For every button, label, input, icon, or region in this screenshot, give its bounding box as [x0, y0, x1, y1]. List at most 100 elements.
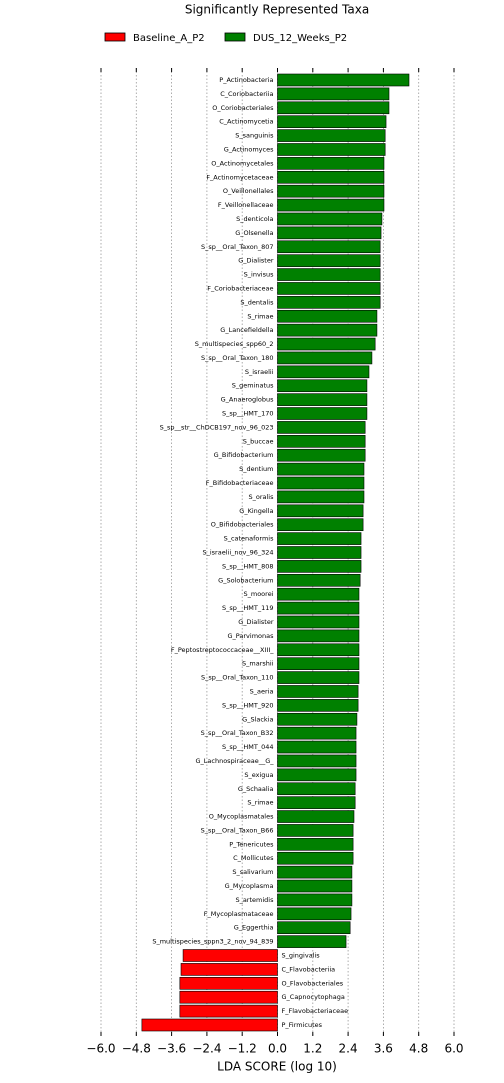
category-label: G_Lancefieldella	[220, 326, 273, 334]
bar	[277, 170, 385, 184]
category-label: C_Flavobacteriia	[282, 965, 336, 973]
category-label: G_Parvimonas	[227, 632, 274, 640]
category-label: S_sp__HMT_044	[222, 743, 274, 751]
x-tick-label: −3.6	[157, 1042, 186, 1056]
category-label: G_Bifidobacterium	[214, 451, 274, 459]
category-label: S_buccae	[243, 437, 274, 445]
category-label: S_rimae	[247, 312, 273, 320]
bar	[277, 309, 378, 323]
bar	[277, 462, 365, 476]
category-label: C_Mollicutes	[233, 854, 274, 862]
bar	[277, 282, 381, 295]
category-label: P_Actinobacteria	[219, 76, 273, 84]
bar	[277, 560, 362, 573]
category-label: G_Dialister	[238, 257, 274, 265]
bar	[277, 476, 365, 490]
x-tick-label: 6.0	[444, 1042, 463, 1056]
bar	[277, 337, 376, 351]
bar	[277, 810, 355, 823]
legend-label: DUS_12_Weeks_P2	[253, 33, 347, 44]
category-label: S_salivarium	[232, 868, 273, 876]
x-tick-label: −6.0	[86, 1042, 115, 1056]
category-label: S_geminatus	[232, 382, 274, 390]
bar	[277, 379, 368, 393]
bar	[277, 754, 357, 768]
category-label: G_Solobacterium	[218, 576, 273, 584]
bar	[277, 615, 360, 629]
bar	[277, 573, 361, 587]
bar	[277, 226, 382, 240]
x-tick-label: 0.0	[268, 1042, 287, 1056]
bar	[277, 824, 354, 837]
bar	[277, 726, 357, 740]
category-label: S_moorei	[244, 590, 274, 598]
bar	[277, 504, 364, 518]
legend-swatch	[224, 32, 246, 42]
category-label: S_multispecies_sppn3_2_nov_94_839	[152, 938, 273, 946]
category-label: S_multispecies_spp60_2	[195, 340, 274, 348]
bar	[277, 73, 410, 87]
x-tick-label: 3.6	[374, 1042, 393, 1056]
bar	[277, 629, 360, 643]
bar	[277, 935, 347, 948]
bar	[277, 671, 360, 684]
bar	[277, 490, 365, 504]
bar	[277, 240, 381, 254]
x-tick-label: 1.2	[303, 1042, 322, 1056]
category-label: G_Slackia	[242, 715, 273, 723]
category-label: O_Bifidobacteriales	[211, 521, 274, 529]
category-label: P_Tenericutes	[229, 840, 274, 848]
bar	[277, 712, 358, 726]
category-label: O_Mycoplasmatales	[209, 813, 274, 821]
category-label: G_Anaeroglobus	[221, 396, 274, 404]
category-label: G_Schaalia	[238, 785, 274, 793]
bar	[277, 740, 357, 754]
x-axis-label: LDA SCORE (log 10)	[217, 1060, 337, 1074]
category-label: S_aeria	[250, 687, 274, 695]
bar	[277, 365, 370, 379]
bar	[277, 643, 360, 657]
category-label: F_Veillonellaceae	[218, 201, 274, 209]
bar	[277, 921, 351, 935]
category-label: G_Eggerthia	[234, 924, 274, 932]
bar	[277, 421, 366, 434]
bar	[277, 865, 353, 879]
bar	[277, 657, 360, 670]
category-label: S_sp__HMT_808	[222, 562, 274, 570]
bar	[277, 907, 352, 921]
category-label: S_gingivalis	[282, 952, 321, 960]
category-label: S_oralis	[248, 493, 274, 501]
bar	[277, 87, 390, 101]
legend-label: Baseline_A_P2	[133, 33, 205, 44]
category-label: S_sp__HMT_119	[222, 604, 274, 612]
bar	[277, 393, 368, 406]
bar	[277, 143, 386, 156]
bar	[277, 448, 366, 462]
category-label: G_Olsenella	[235, 229, 273, 237]
bar	[179, 977, 278, 990]
bar	[277, 879, 353, 893]
category-label: S_sp__HMT_920	[222, 701, 274, 709]
category-label: S_sanguinis	[235, 132, 274, 140]
bar	[277, 198, 385, 212]
bar	[277, 254, 381, 267]
bar	[277, 768, 357, 782]
category-label: S_sp__Oral_Taxon_B32	[201, 729, 274, 737]
bar	[277, 115, 387, 128]
category-label: S_artemidis	[235, 896, 274, 904]
category-label: G_Dialister	[238, 618, 274, 626]
bar	[277, 685, 359, 698]
category-label: S_sp__HMT_170	[222, 410, 274, 418]
bar	[277, 893, 353, 907]
category-label: F_Mycoplasmataceae	[204, 910, 274, 918]
bar	[277, 268, 381, 281]
bar	[182, 949, 278, 962]
bar	[277, 129, 386, 142]
category-label: O_Veillonellales	[223, 187, 274, 195]
x-tick-label: 4.8	[409, 1042, 428, 1056]
category-label: F_Peptostreptococcaceae__XIII_	[171, 646, 274, 654]
category-label: S_dentalis	[240, 298, 274, 306]
